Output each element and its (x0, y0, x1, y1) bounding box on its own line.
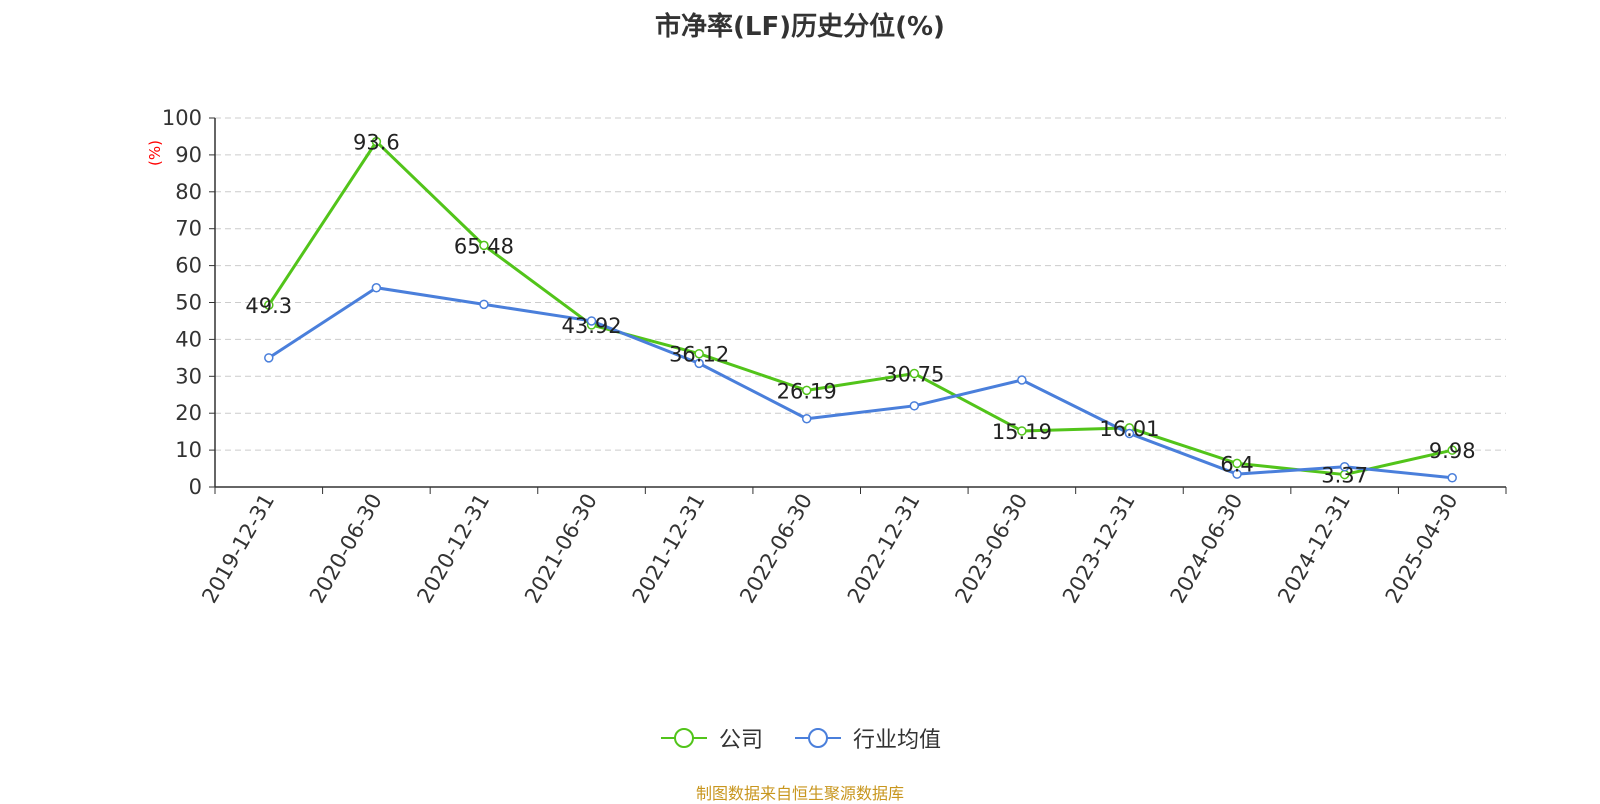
series-line-0 (267, 140, 1453, 477)
data-point-1 (1447, 473, 1457, 483)
data-labels: 49.3 93.6 65.48 43.92 36.12 26.19 30.75 15.19 16… (245, 131, 1475, 488)
data-point-1 (801, 413, 812, 424)
data-label: 9.98 (1429, 439, 1476, 463)
x-tick-label: 2020-06-30 (305, 490, 387, 608)
data-point-0 (371, 136, 382, 147)
data-point-1 (694, 358, 704, 369)
data-point-1 (1017, 375, 1027, 385)
data-point-1 (371, 282, 382, 293)
y-tick-labels: 0 10 20 30 40 50 60 70 80 90 100 (162, 106, 202, 499)
legend-company-icon (660, 728, 707, 748)
data-point-0 (909, 368, 920, 379)
x-tick-label: 2022-06-30 (735, 490, 817, 608)
data-point-1 (1232, 469, 1242, 479)
chart-title: 市净率(LF)历史分位(%) (655, 12, 945, 42)
y-tick-label: 0 (189, 475, 202, 499)
data-point-0 (1017, 426, 1027, 436)
legend-item-industry[interactable]: 行业均值 (793, 722, 941, 754)
y-tick-label: 50 (175, 291, 202, 315)
x-tick-labels: 2019-12-31 2020-06-30 2020-12-31 2021-06-30… (197, 490, 1462, 608)
legend: 公司 行业均值 (0, 722, 1600, 754)
data-label: 65.48 (454, 234, 514, 258)
source-note: 制图数据来自恒生聚源数据库 (695, 784, 904, 803)
y-tick-label: 70 (175, 217, 202, 241)
x-tick-label: 2019-12-31 (197, 490, 279, 608)
y-tick-label: 80 (175, 180, 202, 204)
data-label: 26.19 (777, 379, 837, 403)
x-tick-label: 2024-06-30 (1166, 490, 1248, 608)
x-tick-label: 2021-06-30 (520, 490, 602, 608)
x-tick-label: 2024-12-31 (1273, 490, 1355, 608)
data-label: 3.37 (1321, 464, 1368, 488)
x-tick-label: 2023-06-30 (950, 490, 1032, 608)
y-axis-label: (%) (146, 140, 164, 166)
series-line-1 (267, 286, 1453, 480)
data-point-1 (1339, 461, 1350, 472)
data-point-1 (264, 353, 274, 363)
legend-industry-icon (795, 728, 841, 748)
legend-item-company[interactable]: 公司 (659, 722, 763, 754)
series-lines (267, 140, 1453, 480)
data-label: 49.3 (245, 294, 292, 318)
data-point-0 (479, 240, 489, 251)
y-tick-label: 100 (162, 106, 202, 130)
data-label: 15.19 (992, 420, 1052, 444)
data-point-1 (586, 316, 597, 326)
data-point-0 (264, 300, 274, 310)
data-point-0 (1232, 458, 1242, 469)
series-points (264, 136, 1457, 483)
x-tick-label: 2025-04-30 (1381, 490, 1463, 608)
x-tick-label: 2022-12-31 (843, 490, 925, 608)
data-point-0 (1447, 445, 1457, 455)
legend-label-company: 公司 (718, 728, 763, 753)
data-label: 6.4 (1220, 452, 1253, 476)
x-tick-label: 2021-12-31 (628, 490, 710, 608)
data-label: 16.01 (1099, 417, 1159, 441)
y-tick-label: 10 (175, 438, 202, 462)
y-tick-label: 90 (175, 143, 202, 167)
y-tick-label: 60 (175, 254, 202, 278)
axes (209, 117, 1507, 494)
x-tick-label: 2023-12-31 (1058, 490, 1140, 608)
data-label: 43.92 (561, 314, 621, 338)
data-point-1 (1124, 428, 1135, 439)
data-point-0 (801, 385, 812, 396)
data-label: 36.12 (669, 343, 729, 367)
data-label: 30.75 (884, 363, 944, 387)
grid-lines (215, 117, 1506, 451)
legend-label-industry: 行业均值 (853, 728, 942, 753)
y-tick-label: 40 (175, 327, 202, 351)
data-point-0 (694, 348, 704, 359)
data-point-1 (909, 401, 920, 411)
data-label: 93.6 (353, 131, 400, 155)
y-tick-label: 20 (175, 401, 202, 425)
y-tick-label: 30 (175, 364, 202, 388)
x-tick-label: 2020-12-31 (412, 490, 494, 608)
data-point-1 (479, 299, 489, 310)
